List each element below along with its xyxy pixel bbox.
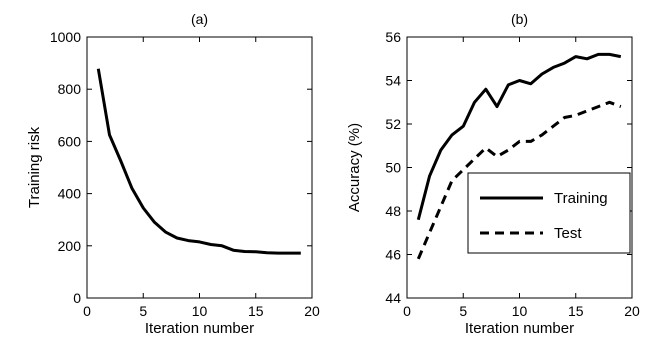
chart-b-accuracy: 0 5 10 15 20 44 46 48 50 52 54 56 (b) Iteration numbe… [346, 11, 640, 337]
chart-a-y-tick-label: 200 [58, 238, 82, 254]
chart-b-legend-label-test: Test [554, 225, 582, 242]
chart-b-y-tick-label: 52 [385, 116, 401, 132]
chart-a-series-0-line [96, 68, 301, 255]
chart-b-y-tick-label: 56 [385, 29, 401, 45]
chart-b-y-tick-label: 54 [385, 73, 401, 89]
chart-b-x-tick-label: 20 [624, 303, 640, 319]
chart-b-x-tick-label: 10 [512, 303, 528, 319]
chart-a-x-tick-label: 20 [304, 303, 320, 319]
chart-b-x-tick-label: 0 [403, 303, 411, 319]
chart-b-legend: Training Test [467, 172, 631, 254]
chart-a-x-tick-label: 0 [83, 303, 91, 319]
chart-b-series-training-line [416, 52, 622, 221]
chart-b-y-axis-label: Accuracy (%) [346, 123, 363, 212]
chart-a-y-tick-label: 400 [58, 186, 82, 202]
chart-a-x-axis-label: Iteration number [145, 320, 254, 337]
chart-b-y-tick-label: 46 [385, 247, 401, 263]
chart-b-y-tick-label: 48 [385, 203, 401, 219]
chart-a-title: (a) [191, 11, 208, 27]
chart-a-y-axis-label: Training risk [26, 126, 43, 208]
chart-a-y-tick-label: 0 [73, 290, 81, 306]
chart-a-y-tick-label: 600 [58, 133, 82, 149]
chart-b-legend-box [467, 172, 631, 254]
chart-b-y-tick-label: 44 [385, 290, 401, 306]
chart-b-y-tick-label: 50 [385, 160, 401, 176]
chart-a-x-tick-label: 15 [248, 303, 264, 319]
chart-a-x-tick-label: 10 [192, 303, 208, 319]
chart-b-series-test-line [416, 100, 622, 260]
chart-a-axes-box [86, 36, 313, 299]
chart-a-y-tick-label: 1000 [50, 29, 81, 45]
chart-a-x-tick-label: 5 [139, 303, 147, 319]
chart-b-legend-label-training: Training [554, 190, 608, 207]
chart-b-axes-box [406, 36, 633, 299]
chart-b-x-tick-label: 5 [459, 303, 467, 319]
chart-b-x-axis-label: Iteration number [465, 320, 574, 337]
chart-b-x-tick-label: 15 [568, 303, 584, 319]
chart-a-y-tick-label: 800 [58, 81, 82, 97]
chart-b-title: (b) [511, 11, 528, 27]
